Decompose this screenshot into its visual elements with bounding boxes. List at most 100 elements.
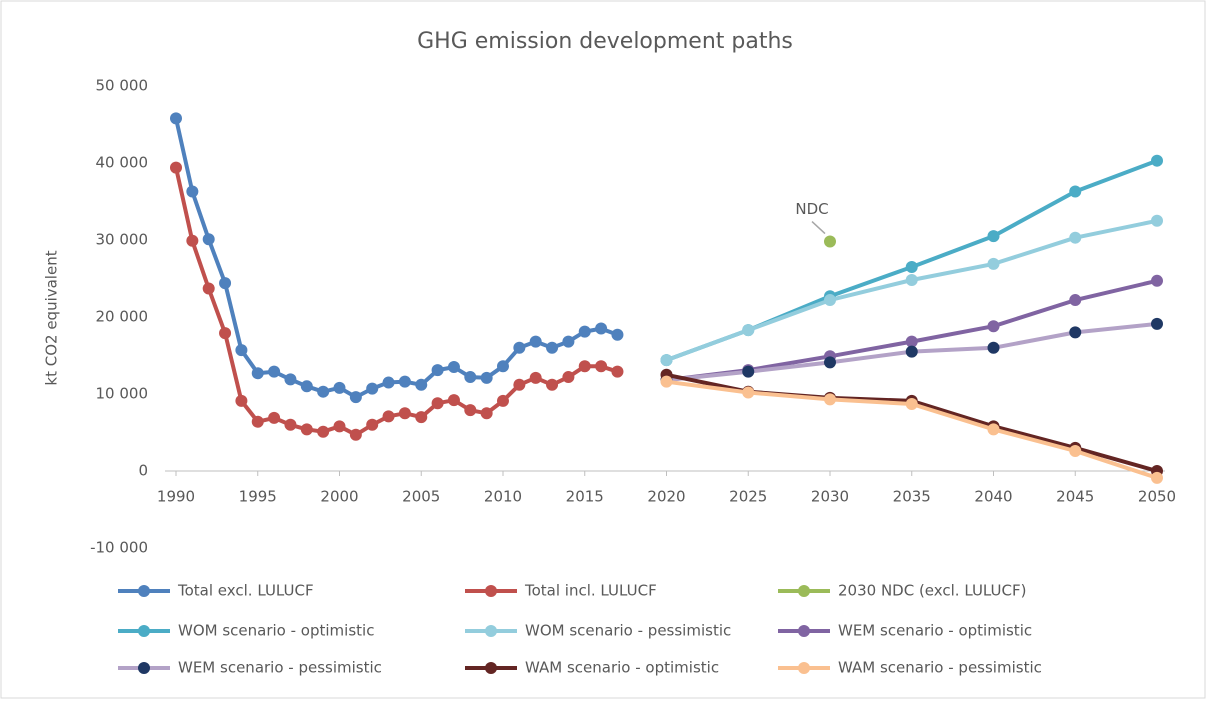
data-point: [742, 365, 755, 378]
data-point: [578, 325, 591, 338]
data-point: [186, 185, 199, 198]
data-point: [431, 397, 444, 410]
data-point: [987, 230, 1000, 243]
legend-marker: [485, 585, 497, 597]
data-point: [660, 375, 673, 388]
data-point: [905, 274, 918, 287]
data-point: [300, 423, 313, 436]
data-point: [464, 404, 477, 417]
data-point: [398, 407, 411, 420]
legend-label: Total incl. LULUCF: [524, 582, 657, 600]
data-point: [1151, 214, 1163, 227]
data-point: [317, 425, 330, 438]
y-tick-label: 20 000: [96, 308, 149, 326]
x-tick-label: 2015: [566, 488, 604, 506]
y-tick-label: -10 000: [90, 539, 148, 557]
data-point: [905, 398, 918, 411]
data-point: [562, 335, 575, 348]
data-point: [235, 344, 248, 357]
x-tick-label: 2000: [320, 488, 358, 506]
data-point: [415, 411, 428, 424]
legend-label: WOM scenario - optimistic: [178, 622, 374, 640]
data-point: [987, 320, 1000, 333]
series-line: [174, 117, 619, 400]
chart-title: GHG emission development paths: [417, 29, 793, 54]
data-point: [1069, 326, 1082, 339]
data-point: [366, 418, 379, 431]
annotation-leader: [811, 220, 826, 235]
legend-marker: [798, 662, 810, 674]
legend-label: WAM scenario - optimistic: [525, 659, 719, 677]
data-point: [333, 381, 346, 394]
data-point: [497, 360, 509, 373]
data-point: [219, 277, 232, 290]
data-point: [513, 378, 526, 391]
data-point: [611, 365, 624, 378]
data-point: [464, 371, 477, 384]
data-point: [824, 235, 836, 248]
x-tick-label: 2050: [1138, 488, 1176, 506]
data-point: [611, 328, 624, 341]
legend-label: WEM scenario - pessimistic: [178, 659, 382, 677]
data-point: [268, 411, 281, 424]
data-point: [660, 354, 673, 367]
data-point: [447, 361, 460, 374]
legend-marker: [798, 625, 810, 637]
legend-marker: [485, 662, 497, 674]
data-point: [1069, 444, 1082, 457]
data-point: [529, 335, 542, 348]
y-tick-label: 10 000: [96, 385, 149, 403]
data-point: [824, 356, 836, 369]
x-tick-label: 1995: [239, 488, 277, 506]
data-point: [546, 341, 559, 354]
data-point: [349, 428, 362, 441]
x-tick-label: 2005: [402, 488, 440, 506]
data-point: [742, 324, 755, 337]
data-point: [1151, 471, 1163, 484]
legend-marker: [138, 585, 150, 597]
data-point: [529, 371, 542, 384]
data-point: [905, 260, 918, 273]
data-point: [251, 367, 264, 380]
y-tick-label: 50 000: [96, 77, 149, 95]
data-point: [987, 257, 1000, 270]
legend-marker: [485, 625, 497, 637]
series-line: [174, 167, 619, 437]
data-point: [170, 161, 182, 174]
data-point: [595, 360, 608, 373]
x-tick-label: 2040: [974, 488, 1012, 506]
data-point: [480, 407, 493, 420]
data-point: [284, 373, 297, 386]
y-axis-label: kt CO2 equivalent: [43, 250, 61, 385]
data-point: [987, 341, 1000, 354]
x-tick-label: 2035: [893, 488, 931, 506]
legend-label: WOM scenario - pessimistic: [525, 622, 731, 640]
data-point: [905, 345, 918, 358]
y-tick-label: 30 000: [96, 231, 149, 249]
data-point: [202, 233, 215, 246]
data-point: [170, 112, 182, 125]
data-point: [382, 376, 395, 389]
legend-label: 2030 NDC (excl. LULUCF): [838, 582, 1026, 600]
data-point: [987, 423, 1000, 436]
legend-marker: [798, 585, 810, 597]
x-tick-label: 2010: [484, 488, 522, 506]
data-point: [824, 393, 836, 406]
data-point: [546, 378, 559, 391]
data-point: [349, 391, 362, 404]
data-point: [366, 382, 379, 395]
y-tick-label: 40 000: [96, 154, 149, 172]
data-point: [595, 322, 608, 335]
x-tick-label: 2030: [811, 488, 849, 506]
data-point: [186, 234, 199, 247]
data-point: [447, 394, 460, 407]
legend-label: WAM scenario - pessimistic: [838, 659, 1042, 677]
legend-label: WEM scenario - optimistic: [838, 622, 1032, 640]
data-point: [398, 375, 411, 388]
data-point: [578, 360, 591, 373]
data-point: [300, 380, 313, 393]
x-tick-label: 2020: [647, 488, 685, 506]
data-point: [333, 420, 346, 433]
